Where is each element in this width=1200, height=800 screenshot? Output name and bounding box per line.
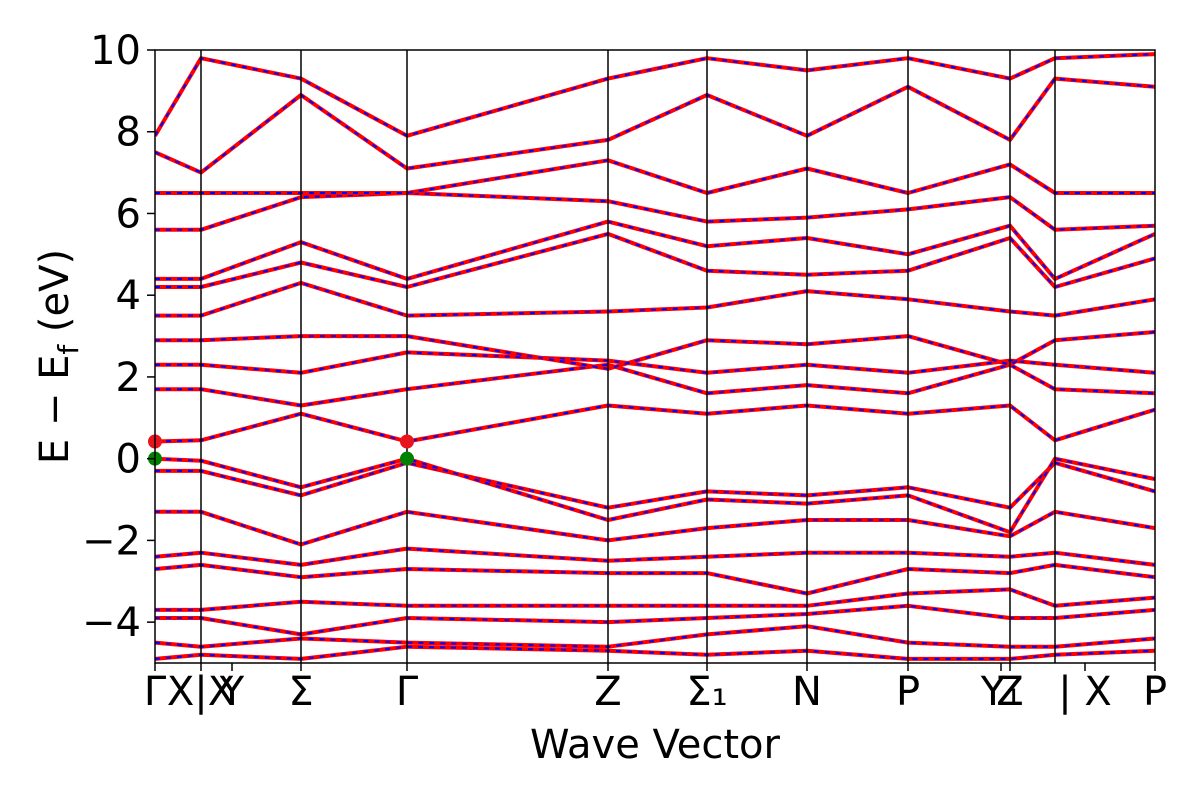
band-line-overlay-1 bbox=[155, 625, 1155, 648]
y-tick-label-5: 6 bbox=[116, 191, 141, 237]
plot-frame bbox=[154, 49, 1156, 664]
x-tick-label-10: Z bbox=[996, 669, 1023, 715]
band-line-overlay-19 bbox=[155, 53, 1155, 137]
x-tick-label-9: Y₁ bbox=[980, 669, 1021, 715]
band-line-overlay-6 bbox=[155, 510, 1155, 546]
band-line-1 bbox=[155, 624, 1155, 649]
x-tick-label-6: Σ₁ bbox=[686, 669, 727, 715]
y-axis-label-subscript: f bbox=[52, 344, 85, 355]
band-line-overlay-12 bbox=[155, 331, 1155, 370]
band-edge-marker-3 bbox=[400, 434, 414, 449]
band-line-0 bbox=[155, 644, 1155, 661]
x-tick-label-12: P bbox=[1143, 669, 1167, 715]
x-tick-label-7: N bbox=[792, 669, 822, 715]
x-tick-label-3: Σ bbox=[288, 669, 313, 715]
y-axis-label-main: E − E bbox=[32, 355, 78, 465]
band-line-19 bbox=[155, 52, 1155, 138]
band-line-overlay-16 bbox=[155, 191, 1155, 231]
x-tick-label-1: X|X bbox=[167, 669, 235, 715]
band-line-9 bbox=[155, 403, 1155, 444]
band-line-overlay-14 bbox=[155, 232, 1155, 289]
band-line-overlay-10 bbox=[155, 363, 1155, 407]
y-axis-label-unit: (eV) bbox=[32, 249, 78, 345]
band-line-18 bbox=[155, 76, 1155, 175]
x-tick-label-11: | X bbox=[1058, 669, 1112, 715]
y-tick-label-3: 2 bbox=[116, 355, 141, 401]
band-line-2 bbox=[155, 603, 1155, 637]
x-tick-label-0: Γ bbox=[144, 669, 167, 715]
x-tick-label-2: Y bbox=[219, 669, 245, 715]
y-tick-label-2: 0 bbox=[116, 437, 141, 483]
y-tick-label-1: −2 bbox=[82, 518, 141, 564]
band-edge-marker-2 bbox=[400, 451, 414, 466]
x-tick-label-5: Z bbox=[594, 669, 621, 715]
band-line-6 bbox=[155, 509, 1155, 547]
y-tick-label-6: 8 bbox=[116, 110, 141, 156]
band-line-overlay-7 bbox=[155, 461, 1155, 509]
x-tick-label-4: Γ bbox=[396, 669, 419, 715]
x-axis-label: Wave Vector bbox=[530, 722, 781, 768]
y-ticks: −4 −2 0 2 4 6 8 10 bbox=[82, 28, 155, 646]
high-symmetry-lines bbox=[200, 50, 1056, 663]
band-line-overlay-17 bbox=[155, 159, 1155, 195]
band-line-17 bbox=[155, 158, 1155, 195]
band-line-3 bbox=[155, 587, 1155, 612]
bands-layer bbox=[155, 52, 1155, 661]
y-tick-label-0: −4 bbox=[82, 600, 141, 646]
band-line-overlay-18 bbox=[155, 77, 1155, 174]
x-tick-label-8: P bbox=[896, 669, 920, 715]
y-tick-label-4: 4 bbox=[116, 273, 141, 319]
y-axis-label: E − Ef (eV) bbox=[32, 249, 85, 464]
band-line-5 bbox=[155, 546, 1155, 567]
y-tick-label-7: 10 bbox=[90, 28, 141, 74]
band-line-overlay-11 bbox=[155, 351, 1155, 374]
